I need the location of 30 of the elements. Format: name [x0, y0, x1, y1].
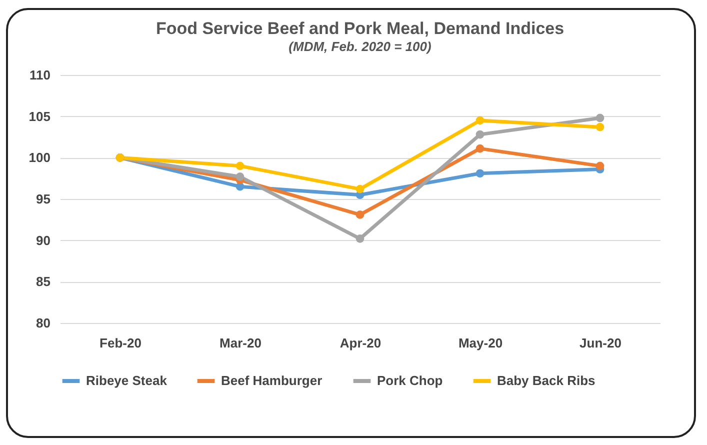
- point: [356, 184, 364, 194]
- point: [476, 116, 484, 125]
- x-tick-label: May-20: [458, 336, 503, 350]
- point: [476, 144, 484, 153]
- legend-label: Ribeye Steak: [86, 373, 168, 388]
- point: [356, 210, 364, 219]
- y-tick-label: 80: [36, 316, 50, 330]
- legend-label: Pork Chop: [377, 373, 443, 388]
- point: [476, 169, 484, 178]
- point: [596, 114, 604, 122]
- point: [476, 130, 484, 139]
- legend-label: Beef Hamburger: [221, 373, 322, 388]
- point: [356, 234, 364, 243]
- y-tick-label: 105: [28, 108, 50, 124]
- legend-label: Baby Back Ribs: [497, 373, 596, 388]
- y-tick-label: 90: [36, 232, 50, 248]
- x-tick-label: Feb-20: [100, 336, 142, 350]
- point: [596, 162, 604, 170]
- x-tick-label: Mar-20: [220, 336, 262, 350]
- chart-subtitle: (MDM, Feb. 2020 = 100): [288, 39, 432, 54]
- y-tick-label: 95: [36, 192, 50, 206]
- y-tick-label: 110: [30, 68, 50, 82]
- point: [596, 122, 604, 132]
- point: [236, 172, 244, 181]
- chart-title: Food Service Beef and Pork Meal, Demand Indices: [156, 19, 564, 38]
- y-tick-label: 85: [36, 274, 50, 290]
- x-tick-label: Jun-20: [580, 336, 622, 350]
- y-tick-label: 100: [28, 150, 50, 166]
- x-tick-label: Apr-20: [340, 336, 382, 350]
- point: [236, 162, 244, 170]
